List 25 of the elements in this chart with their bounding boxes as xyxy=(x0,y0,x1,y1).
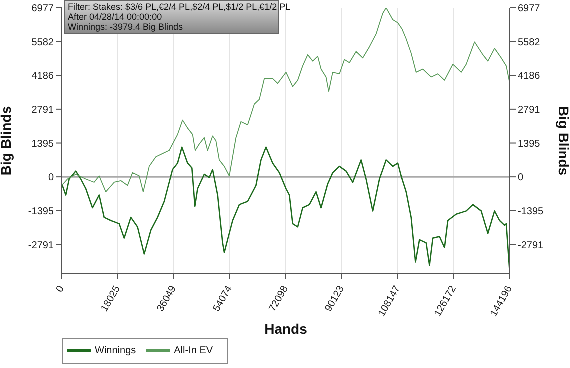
y2-tick-label: -2791 xyxy=(518,240,544,252)
annotation: Winnings: -3979.4 Big Blinds xyxy=(68,22,184,32)
y-tick-label: 5582 xyxy=(32,37,54,48)
y-tick-label: 4186 xyxy=(32,71,54,82)
y-tick-label: -1395 xyxy=(28,206,54,218)
y-tick-label: 0 xyxy=(48,172,54,184)
y2-tick-label: -1395 xyxy=(518,206,544,218)
y2-tick-label: 1395 xyxy=(518,138,541,150)
y-tick-label: 1395 xyxy=(32,138,54,150)
y-axis-title: Big Blinds xyxy=(0,106,14,176)
annotation: After 04/28/14 00:00:00 xyxy=(68,12,164,22)
y-tick-label: 6977 xyxy=(32,4,54,15)
y2-tick-label: 4186 xyxy=(518,71,541,82)
y-tick-label: -2791 xyxy=(28,240,54,252)
x-tick-label: 0 xyxy=(54,284,68,295)
y2-tick-label: 6977 xyxy=(518,4,541,15)
y2-tick-label: 0 xyxy=(518,172,524,184)
y-tick-label: 2791 xyxy=(32,104,54,116)
y2-tick-label: 2791 xyxy=(518,104,541,116)
x-axis-title: Hands xyxy=(264,321,308,337)
y2-axis-title: Big Blinds xyxy=(556,106,570,176)
annotation: Filter: Stakes: $3/6 PL,€2/4 PL,$2/4 PL,$1/2 PL,€1/2 PL xyxy=(68,2,291,12)
legend-label: All-In EV xyxy=(174,346,214,357)
legend-label: Winnings xyxy=(95,346,136,357)
y2-tick-label: 5582 xyxy=(518,37,541,48)
